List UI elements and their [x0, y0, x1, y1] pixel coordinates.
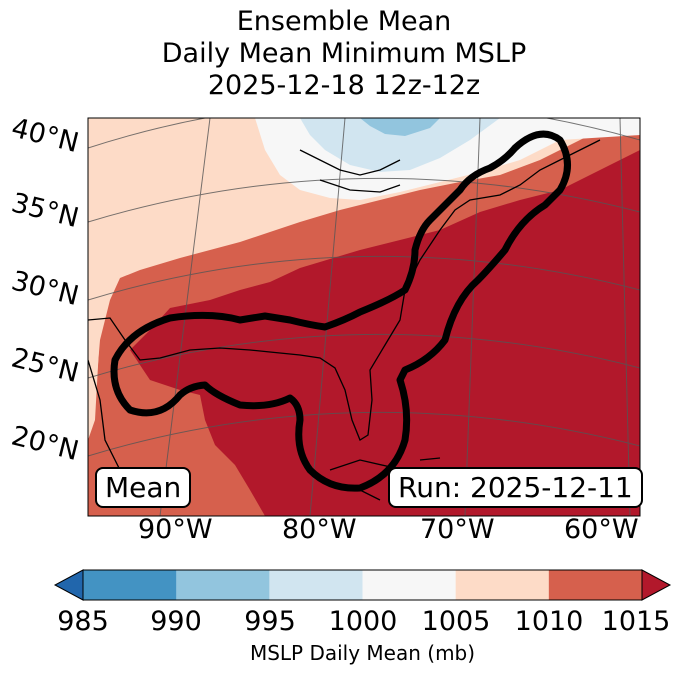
colorbar-segment — [455, 570, 550, 600]
colorbar-segment — [269, 570, 363, 600]
lon-label-70: 70°W — [420, 514, 495, 545]
colorbar — [53, 569, 672, 601]
colorbar-segment — [83, 570, 177, 600]
title-line-1: Ensemble Mean — [236, 6, 452, 37]
colorbar-tick-1015: 1015 — [601, 606, 671, 637]
lon-label-60: 60°W — [564, 514, 639, 545]
colorbar-frame — [82, 569, 643, 601]
colorbar-tick-1005: 1005 — [421, 606, 491, 637]
colorbar-extend-high — [641, 569, 672, 601]
run-date-box: Run: 2025-12-11 — [388, 467, 643, 508]
colorbar-label: MSLP Daily Mean (mb) — [249, 641, 476, 665]
title-line-3: 2025-12-18 12z-12z — [207, 70, 481, 101]
lon-label-80: 80°W — [282, 514, 357, 545]
colorbar-tick-1000: 1000 — [328, 606, 398, 637]
mslp-field-1005-1010 — [88, 118, 640, 430]
lon-label-90: 90°W — [138, 514, 213, 545]
colorbar-tick-995: 995 — [244, 606, 296, 637]
colorbar-segment — [176, 570, 270, 600]
colorbar-tick-990: 990 — [150, 606, 202, 637]
mean-label-box: Mean — [95, 467, 192, 508]
map-frame — [87, 117, 641, 517]
mslp-field-1005-1010-west — [88, 118, 130, 440]
mslp-field-990-995 — [360, 118, 440, 136]
threshold-contour — [110, 130, 571, 492]
mslp-field-995-1000 — [300, 118, 500, 172]
colorbar-tick-1010: 1010 — [514, 606, 584, 637]
colorbar-tick-985: 985 — [57, 606, 109, 637]
colorbar-segment — [362, 570, 457, 600]
colorbar-extend-low — [53, 569, 84, 601]
colorbar-segment — [548, 570, 643, 600]
title-line-2: Daily Mean Minimum MSLP — [161, 38, 527, 69]
graticule — [88, 118, 640, 516]
